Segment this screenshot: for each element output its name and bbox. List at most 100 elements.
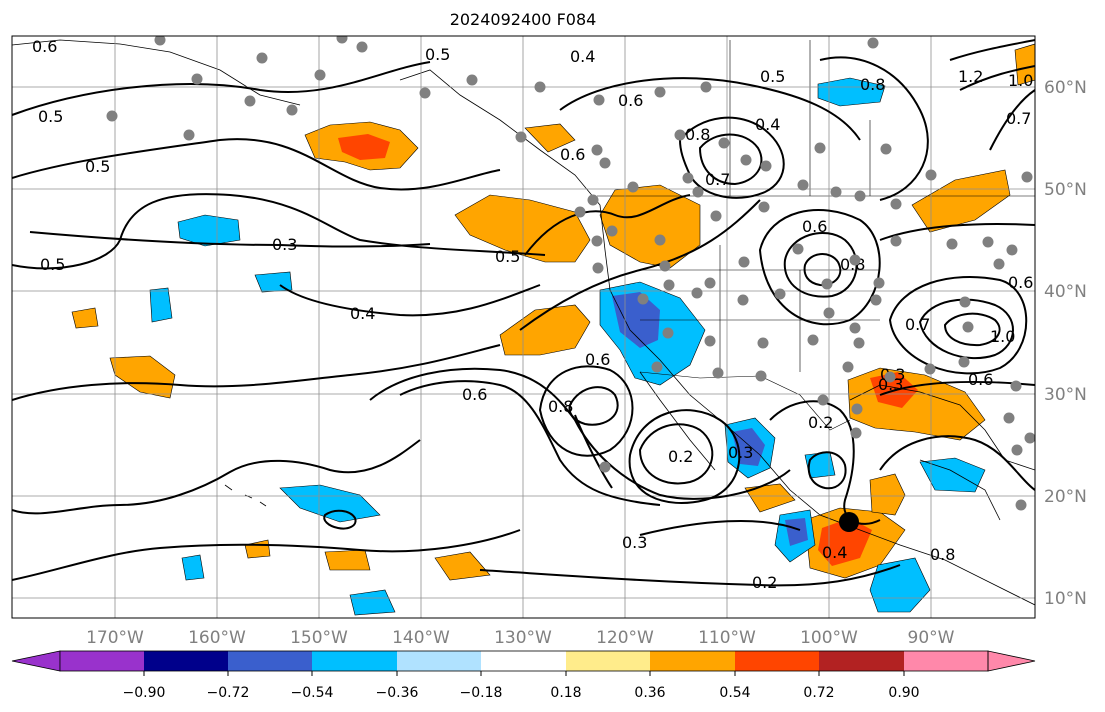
- contour-label: 0.5: [495, 247, 520, 266]
- lon-label-140w: 140°W: [392, 628, 450, 648]
- contour-label: 0.2: [668, 447, 693, 466]
- station-dot: [1010, 380, 1022, 392]
- shaded-negative-tropical-2: [181, 554, 205, 581]
- station-dot: [515, 131, 527, 143]
- colorbar-segment: [904, 651, 988, 671]
- station-dot: [244, 95, 256, 107]
- station-dot: [466, 74, 478, 86]
- colorbar-segment: [60, 651, 144, 671]
- contour-line: [888, 276, 1028, 375]
- contour-line: [12, 344, 501, 401]
- contour-line: [678, 116, 785, 199]
- contour-line: [807, 451, 847, 490]
- station-dot: [654, 86, 666, 98]
- contour-label: 0.2: [752, 573, 777, 592]
- contour-line: [638, 423, 714, 485]
- shaded-positive-great-lakes: [911, 169, 1011, 233]
- station-dot: [774, 288, 786, 300]
- contour-line: [879, 435, 1035, 491]
- station-dot: [682, 172, 694, 184]
- colorbar-extend-high: [987, 650, 1036, 672]
- contour-label: 0.6: [32, 37, 57, 56]
- station-dot: [534, 81, 546, 93]
- station-dot: [958, 356, 970, 368]
- shaded-negative-central-america: [869, 557, 931, 613]
- contour-line: [12, 529, 521, 581]
- station-dot: [823, 307, 835, 319]
- lat-label-40n: 40°N: [1044, 282, 1087, 302]
- colorbar-segment: [819, 651, 904, 671]
- station-dot: [663, 279, 675, 291]
- location-marker: [839, 512, 859, 532]
- colorbar-segment: [481, 651, 566, 671]
- contour-label: 0.6: [968, 370, 993, 389]
- contour-line: [479, 564, 901, 587]
- lat-label-20n: 20°N: [1044, 487, 1087, 507]
- colorbar: −0.90 −0.72 −0.54 −0.36 −0.18 0.18 0.36 …: [11, 650, 1036, 701]
- lon-label-90w: 90°W: [908, 628, 955, 648]
- station-dots: [106, 36, 1035, 511]
- shaded-strong-negative-pacific-mexico: [785, 518, 808, 546]
- lon-label-150w: 150°W: [290, 628, 348, 648]
- station-dot: [637, 293, 649, 305]
- station-dot: [587, 194, 599, 206]
- contour-line: [959, 65, 1035, 91]
- station-dot: [925, 169, 937, 181]
- station-dot: [674, 129, 686, 141]
- contour-label: 0.3: [272, 235, 297, 254]
- contour-line: [989, 89, 1035, 151]
- shaded-strong-negative-southwest: [612, 292, 660, 348]
- colorbar-tick-label: 0.72: [803, 685, 834, 701]
- contour-line: [698, 133, 763, 186]
- contour-line: [12, 193, 546, 270]
- shaded-strong-positive-gulf-alaska: [338, 134, 390, 160]
- contour-line: [918, 298, 1014, 360]
- contour-label: 1.0: [990, 327, 1015, 346]
- contour-label: 0.7: [705, 170, 730, 189]
- shaded-positive-pacific-nw: [454, 194, 591, 263]
- latitude-labels: 10°N 20°N 30°N 40°N 50°N 60°N: [1044, 78, 1087, 609]
- station-dot: [710, 210, 722, 222]
- station-dot: [1024, 432, 1035, 444]
- station-dot: [854, 190, 866, 202]
- station-dot: [692, 186, 704, 198]
- contour-label: 0.7: [1006, 109, 1031, 128]
- station-dot: [851, 403, 863, 415]
- colorbar-segment: [735, 651, 819, 671]
- station-dot: [599, 461, 611, 473]
- station-dot: [627, 181, 639, 193]
- station-dot: [946, 238, 958, 250]
- station-dot: [256, 52, 268, 64]
- station-dot: [807, 334, 819, 346]
- colorbar-tick-label: 0.54: [719, 685, 750, 701]
- shaded-negative-central-pacific-1: [177, 214, 241, 247]
- contour-line: [758, 209, 881, 326]
- contour-label: 0.4: [570, 47, 595, 66]
- contour-line: [819, 56, 929, 201]
- contour-line: [323, 509, 357, 530]
- contour-line: [783, 231, 858, 298]
- contour-line: [574, 414, 613, 489]
- station-dot: [591, 144, 603, 156]
- colorbar-segment: [228, 651, 312, 671]
- station-dot: [154, 36, 166, 46]
- contour-line: [12, 439, 421, 515]
- station-dot: [850, 427, 862, 439]
- contour-label: 0.8: [860, 75, 885, 94]
- contour-label: 0.3: [878, 375, 903, 394]
- station-dot: [842, 361, 854, 373]
- station-dot: [606, 225, 618, 237]
- station-dot: [880, 143, 892, 155]
- station-dot: [853, 337, 865, 349]
- lon-label-130w: 130°W: [494, 628, 552, 648]
- contour-label: 0.7: [905, 315, 930, 334]
- station-dot: [792, 243, 804, 255]
- station-dot: [849, 254, 861, 266]
- station-dot: [873, 277, 885, 289]
- station-dot: [814, 142, 826, 154]
- shaded-positive-tropical-2: [324, 549, 371, 571]
- colorbar-segment: [312, 651, 397, 671]
- contour-label: 0.8: [548, 397, 573, 416]
- contours: [12, 39, 1035, 587]
